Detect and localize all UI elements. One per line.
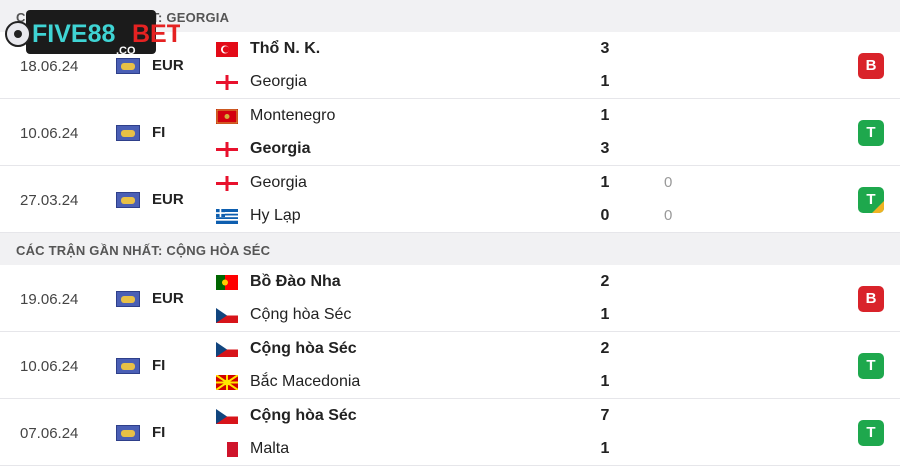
competition-name: FI (152, 357, 166, 374)
team-name: Georgia (250, 73, 307, 90)
czech-flag-icon (216, 341, 238, 357)
competition: FI (116, 357, 165, 374)
result-badge: T (858, 420, 884, 446)
georgia-flag-icon (216, 175, 238, 191)
match-date: 10.06.24 (20, 125, 79, 142)
result-letter: B (865, 57, 877, 74)
north-macedonia-flag-icon (216, 374, 238, 390)
home-team[interactable]: Bồ Đào Nha (216, 273, 341, 291)
match-date: 19.06.24 (20, 291, 79, 308)
competition-name: EUR (152, 290, 184, 307)
world-map-icon (116, 424, 140, 441)
match-row[interactable]: 19.06.24 EUR Bồ Đào Nha 2 Cộng hòa Séc 1… (0, 265, 900, 332)
team-name: Cộng hòa Séc (250, 340, 357, 357)
away-score: 3 (600, 140, 610, 157)
czech-flag-icon (216, 408, 238, 424)
georgia-flag-icon (216, 74, 238, 90)
world-map-icon (116, 57, 140, 74)
away-penalty-score: 0 (664, 207, 673, 224)
greece-flag-icon (216, 208, 238, 224)
result-badge: B (858, 286, 884, 312)
result-letter: T (866, 191, 876, 208)
match-row[interactable]: 10.06.24 FI Montenegro 1 Georgia 3 T (0, 99, 900, 166)
match-date: 07.06.24 (20, 425, 79, 442)
result-badge: T (858, 187, 884, 213)
team-name: Montenegro (250, 107, 336, 124)
away-score: 0 (600, 207, 610, 224)
team-name: Malta (250, 440, 290, 457)
competition-name: FI (152, 124, 166, 141)
team-name: Georgia (250, 140, 311, 157)
match-date: 27.03.24 (20, 192, 79, 209)
montenegro-flag-icon (216, 108, 238, 124)
away-team[interactable]: Bắc Macedonia (216, 373, 360, 391)
home-team[interactable]: Georgia (216, 174, 307, 192)
result-badge: T (858, 353, 884, 379)
away-team[interactable]: Cộng hòa Séc (216, 306, 351, 324)
away-score: 1 (600, 373, 610, 390)
away-team[interactable]: Georgia (216, 73, 307, 91)
home-team[interactable]: Cộng hòa Séc (216, 340, 357, 358)
five88bet-logo: FIVE88 BET .CO (5, 10, 180, 56)
match-row[interactable]: 10.06.24 FI Cộng hòa Séc 2 Bắc Macedonia… (0, 332, 900, 399)
team-name: Georgia (250, 174, 307, 191)
match-row[interactable]: 27.03.24 EUR Georgia 1 0 Hy Lạp 0 0 T (0, 166, 900, 233)
competition: EUR (116, 57, 184, 74)
team-name: Hy Lạp (250, 207, 301, 224)
team-name: Thổ N. K. (250, 40, 321, 57)
home-score: 1 (600, 107, 610, 124)
match-date: 10.06.24 (20, 358, 79, 375)
match-row[interactable]: 18.06.24 EUR Thổ N. K. 3 Georgia 1 B (0, 32, 900, 99)
competition: EUR (116, 191, 184, 208)
away-score: 1 (600, 440, 610, 457)
away-team[interactable]: Georgia (216, 140, 310, 158)
team-name: Bồ Đào Nha (250, 273, 341, 290)
malta-flag-icon (216, 441, 238, 457)
result-badge: B (858, 53, 884, 79)
competition-name: EUR (152, 191, 184, 208)
home-score: 2 (600, 340, 610, 357)
result-letter: T (866, 357, 876, 374)
result-letter: T (866, 124, 876, 141)
away-team[interactable]: Hy Lạp (216, 207, 301, 225)
home-score: 2 (600, 273, 610, 290)
home-score: 3 (600, 40, 610, 57)
match-row[interactable]: 07.06.24 FI Cộng hòa Séc 7 Malta 1 T (0, 399, 900, 466)
world-map-icon (116, 357, 140, 374)
svg-text:FIVE88: FIVE88 (32, 20, 115, 48)
competition: EUR (116, 290, 184, 307)
section-header: CÁC TRẬN GẦN NHẤT: CỘNG HÒA SÉC (0, 233, 900, 265)
match-date: 18.06.24 (20, 58, 79, 75)
away-score: 1 (600, 306, 610, 323)
team-name: Cộng hòa Séc (250, 306, 352, 323)
svg-text:.CO: .CO (116, 45, 136, 56)
world-map-icon (116, 191, 140, 208)
turkey-flag-icon (216, 41, 238, 57)
result-badge: T (858, 120, 884, 146)
team-name: Bắc Macedonia (250, 373, 361, 390)
away-team[interactable]: Malta (216, 440, 289, 458)
penalty-indicator (872, 201, 884, 213)
home-penalty-score: 0 (664, 174, 673, 191)
home-score: 7 (600, 407, 610, 424)
competition: FI (116, 124, 165, 141)
world-map-icon (116, 124, 140, 141)
home-team[interactable]: Thổ N. K. (216, 40, 320, 58)
home-team[interactable]: Montenegro (216, 107, 335, 125)
world-map-icon (116, 290, 140, 307)
home-team[interactable]: Cộng hòa Séc (216, 407, 357, 425)
home-score: 1 (600, 174, 610, 191)
svg-text:BET: BET (132, 20, 180, 48)
competition-name: EUR (152, 57, 184, 74)
team-name: Cộng hòa Séc (250, 407, 357, 424)
result-letter: B (865, 290, 877, 307)
georgia-flag-icon (216, 141, 238, 157)
competition-name: FI (152, 424, 166, 441)
czech-flag-icon (216, 307, 238, 323)
away-score: 1 (600, 73, 610, 90)
result-letter: T (866, 424, 876, 441)
competition: FI (116, 424, 165, 441)
portugal-flag-icon (216, 274, 238, 290)
